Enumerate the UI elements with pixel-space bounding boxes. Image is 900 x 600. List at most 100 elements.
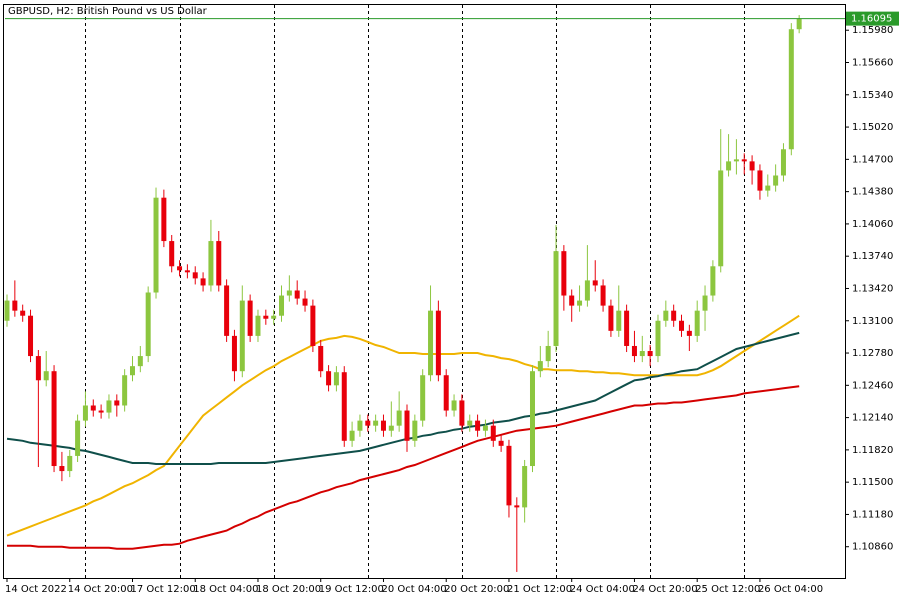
candle-body	[529, 371, 535, 467]
candle-body	[773, 175, 779, 186]
candle-body	[224, 285, 230, 336]
candle-body	[726, 161, 732, 171]
candle-body	[443, 375, 449, 411]
candle-body	[177, 266, 183, 271]
candle-body	[412, 420, 418, 441]
candle-body	[129, 366, 135, 376]
candle-body	[67, 455, 73, 472]
candle-body	[459, 400, 465, 426]
candle-body	[341, 372, 347, 441]
y-tick-label: 1.12460	[852, 380, 893, 391]
candle-body	[600, 285, 606, 306]
candle-body	[490, 425, 496, 441]
candle-body	[608, 305, 614, 331]
candle-body	[655, 320, 661, 357]
plot-frame	[3, 4, 846, 579]
x-tick-label: 25 Oct 12:00	[695, 584, 760, 595]
moving-average	[7, 385, 800, 550]
candle-body	[435, 310, 441, 376]
candle-body	[577, 300, 583, 306]
candle-body	[428, 310, 434, 376]
candle-body	[569, 295, 575, 306]
y-tick-label: 1.14060	[852, 219, 893, 230]
candle-body	[404, 410, 410, 441]
candle-body	[553, 251, 559, 346]
moving-averages	[6, 314, 800, 550]
candle-body	[279, 295, 285, 316]
candle-body	[4, 300, 10, 321]
last-price-tag	[846, 11, 899, 26]
candle-body	[255, 315, 261, 336]
candle-body	[467, 420, 473, 426]
y-tick-label: 1.11180	[852, 509, 893, 520]
y-tick-label: 1.13740	[852, 251, 893, 262]
candle-body	[98, 410, 104, 413]
x-tick-label: 26 Oct 04:00	[758, 584, 823, 595]
candle-body	[122, 375, 128, 406]
candle-body	[647, 351, 653, 357]
candle-body	[302, 298, 308, 306]
x-tick-label: 24 Oct 20:00	[632, 584, 697, 595]
candle-body	[326, 371, 332, 386]
candle-body	[161, 197, 167, 242]
chart-title: GBPUSD, H2: British Pound vs US Dollar	[8, 6, 208, 17]
last-price-label: 1.16095	[851, 14, 892, 25]
candle-body	[239, 300, 245, 372]
candle-body	[318, 345, 324, 372]
candle-body	[90, 405, 96, 411]
x-tick-label: 19 Oct 12:00	[319, 584, 384, 595]
candle-body	[396, 410, 402, 426]
candle-body	[365, 420, 371, 426]
candle-body	[584, 280, 590, 301]
y-tick-label: 1.11820	[852, 445, 893, 456]
candle-body	[153, 197, 159, 293]
y-tick-label: 1.14700	[852, 154, 893, 165]
candle-body	[624, 310, 630, 346]
candle-body	[561, 251, 567, 296]
candle-body	[757, 170, 763, 191]
candle-body	[380, 420, 386, 431]
candle-body	[420, 375, 426, 421]
candle-body	[192, 272, 198, 279]
candle-body	[373, 420, 379, 426]
candle-body	[231, 335, 237, 372]
candle-body	[733, 159, 739, 162]
y-tick-label: 1.15340	[852, 90, 893, 101]
x-tick-label: 14 Oct 20:00	[68, 584, 133, 595]
candle-body	[263, 315, 269, 319]
candle-body	[349, 430, 355, 441]
candle-body	[686, 330, 692, 336]
y-tick-label: 1.15660	[852, 58, 893, 69]
candle-body	[671, 310, 677, 321]
candle-body	[137, 356, 143, 367]
candle-body	[59, 466, 65, 472]
candle-body	[12, 300, 18, 311]
candle-body	[294, 290, 300, 299]
candle-body	[333, 372, 339, 386]
candle-body	[788, 29, 794, 150]
x-tick-label: 21 Oct 12:00	[507, 584, 572, 595]
candle-body	[106, 400, 112, 413]
candle-body	[75, 420, 81, 456]
x-tick-label: 20 Oct 04:00	[381, 584, 446, 595]
candle-body	[43, 371, 49, 381]
y-tick-label: 1.14380	[852, 187, 893, 198]
candle-body	[475, 420, 481, 431]
candle-body	[271, 315, 277, 319]
candle-body	[482, 425, 488, 431]
candle-body	[357, 420, 363, 431]
candle-body	[35, 356, 41, 381]
moving-average	[6, 331, 800, 465]
candle-body	[765, 185, 771, 191]
candle-body	[286, 290, 292, 296]
candle-body	[200, 278, 206, 286]
candle-body	[741, 159, 747, 162]
candle-body	[184, 270, 190, 273]
candle-body	[51, 371, 57, 467]
x-tick-label: 18 Oct 20:00	[256, 584, 321, 595]
x-tick-label: 17 Oct 12:00	[130, 584, 195, 595]
candle-body	[639, 351, 645, 357]
x-tick-label: 20 Oct 20:00	[444, 584, 509, 595]
